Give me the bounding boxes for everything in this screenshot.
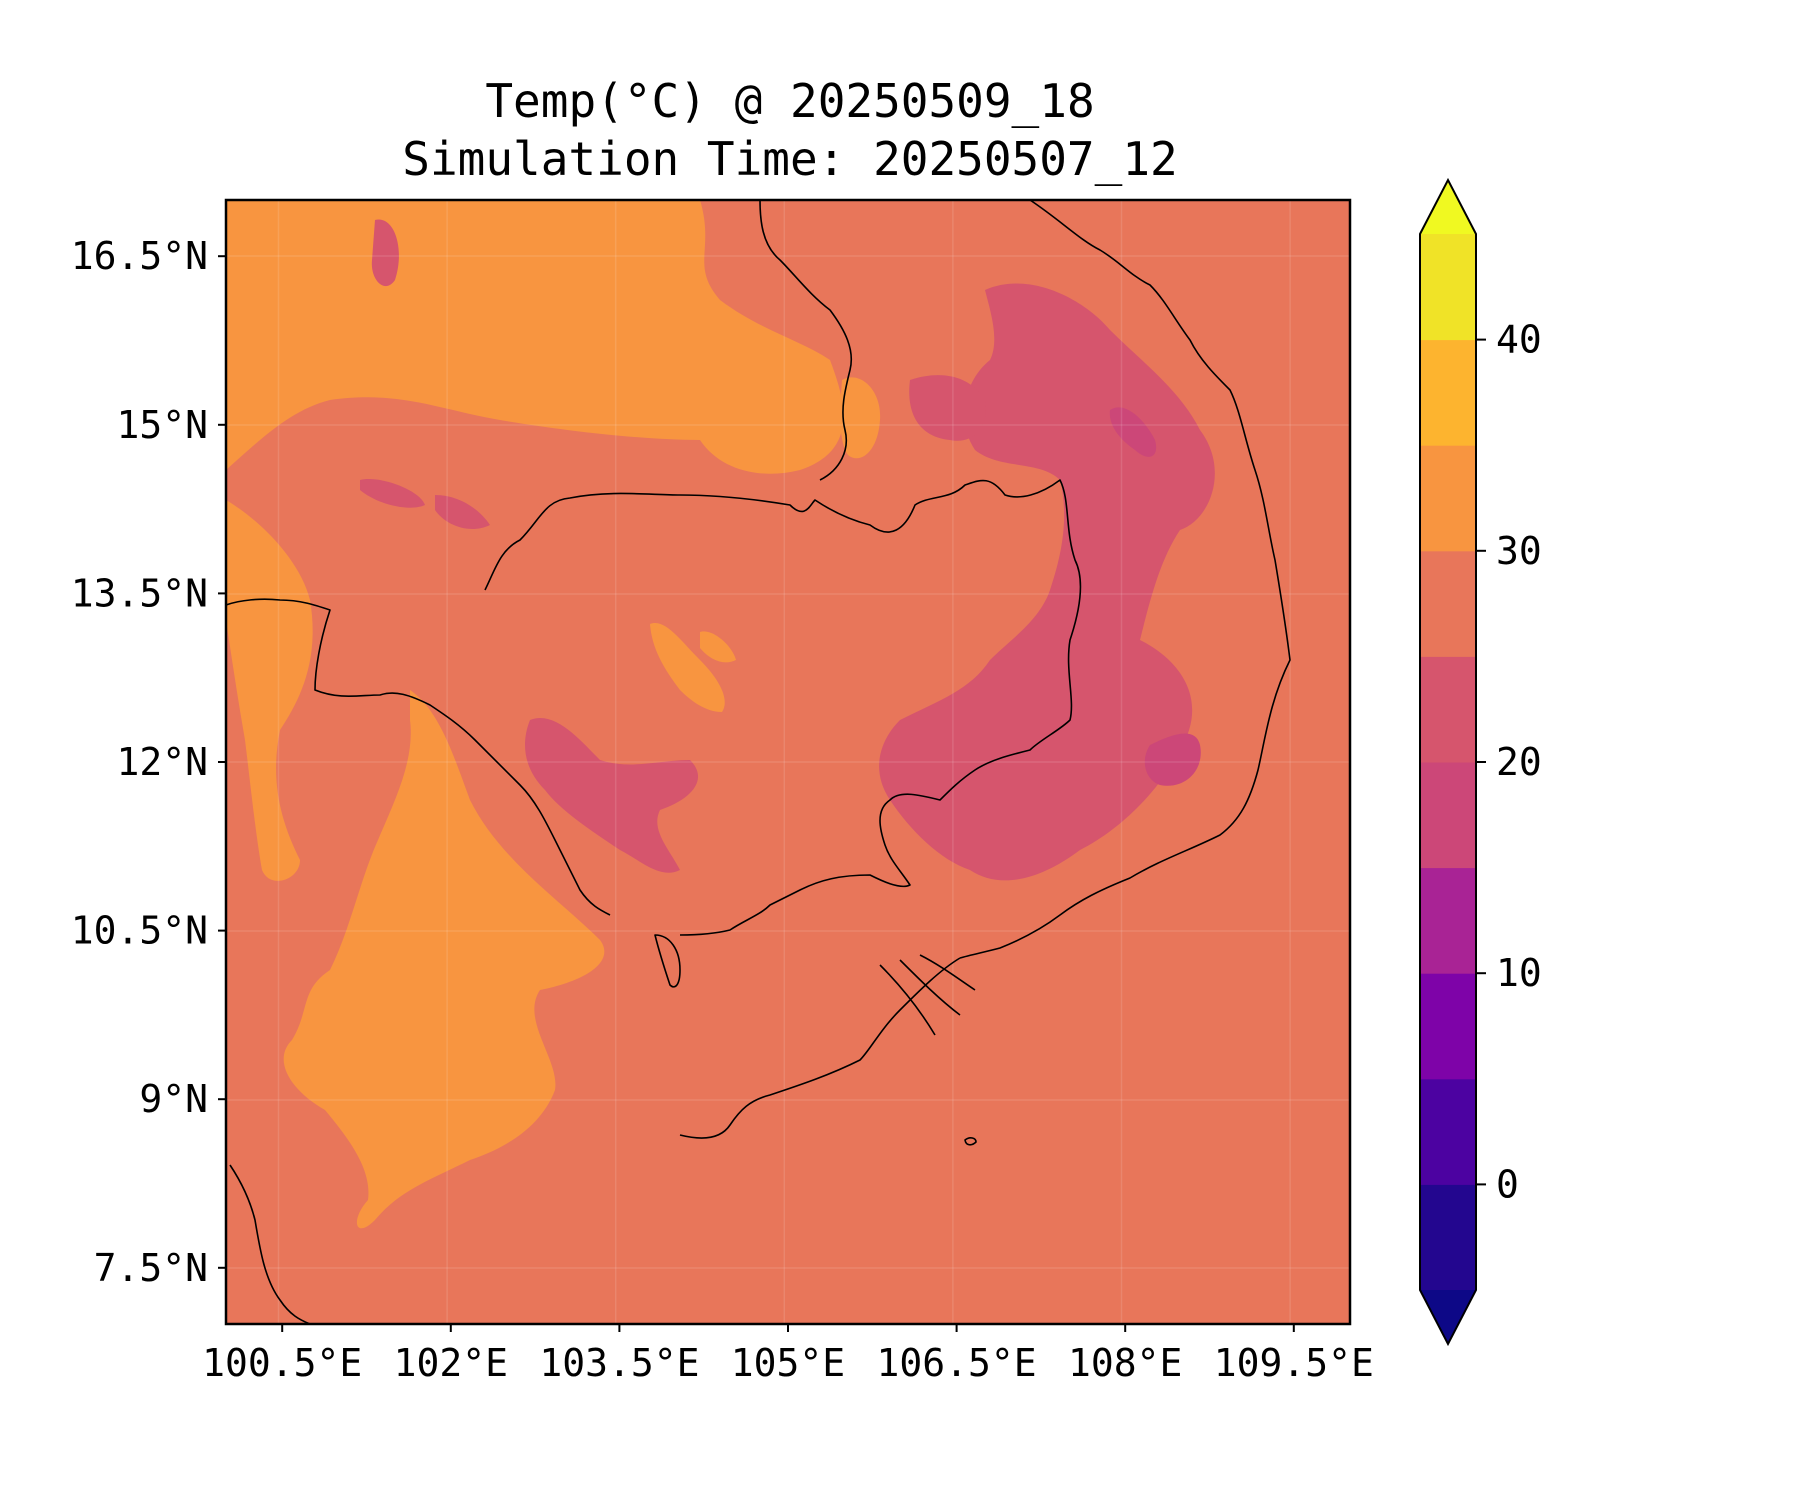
cool-region-far-west: [371, 219, 399, 287]
phu-quoc-island: [654, 934, 681, 988]
gulf-of-thailand-west-coast: [226, 598, 611, 916]
y-axis-ticks: 16.5°N 15°N 13.5°N 12°N 10.5°N 9°N 7.5°N: [71, 234, 226, 1290]
colorbar-tick-label: 0: [1496, 1162, 1519, 1206]
colorbar-segment: [1420, 1184, 1476, 1291]
vietnam-coastline: [959, 200, 1291, 959]
cambodia-border: [484, 479, 1082, 936]
warm-region-gulf: [283, 690, 605, 1229]
map-title: Temp(°C) @ 20250509_18: [485, 74, 1095, 128]
mekong-river-mouths: [879, 954, 976, 1036]
cool-region-west-strip: [360, 479, 425, 508]
colorbar-segment: [1420, 550, 1476, 657]
x-tick-label: 108°E: [1068, 1341, 1182, 1385]
warm-region-islet-1: [650, 622, 725, 712]
cool-region-east-small: [909, 375, 986, 441]
y-tick-label: 12°N: [116, 740, 208, 784]
x-axis-ticks: 100.5°E 102°E 103.5°E 105°E 106.5°E 108°E 109.…: [202, 1324, 1374, 1385]
warm-region-east-patch: [840, 377, 881, 459]
colorbar-segment: [1420, 656, 1476, 763]
y-tick-label: 15°N: [116, 403, 208, 447]
colorbar: 0 10 20 30 40: [1419, 177, 1542, 1347]
malay-peninsula-coast: [229, 1164, 311, 1324]
thailand-border-north: [759, 200, 853, 481]
colorbar-segment: [1420, 867, 1476, 974]
x-tick-label: 103.5°E: [539, 1341, 699, 1385]
y-tick-label: 16.5°N: [71, 234, 208, 278]
mekong-delta-coast: [679, 957, 961, 1139]
gridlines: [226, 200, 1350, 1324]
colorbar-extend-over: [1420, 180, 1476, 234]
x-tick-label: 106.5°E: [877, 1341, 1037, 1385]
cool-region-west-strip-2: [435, 495, 490, 530]
y-tick-label: 13.5°N: [71, 571, 208, 615]
colorbar-tick-label: 40: [1496, 318, 1542, 362]
cool-region-west-cambodia: [525, 718, 699, 873]
coastlines-and-borders: [226, 200, 1291, 1324]
colorbar-segment: [1420, 1078, 1476, 1185]
colorbar-segment: [1420, 339, 1476, 446]
map-subtitle: Simulation Time: 20250507_12: [402, 132, 1178, 186]
x-tick-label: 102°E: [394, 1341, 508, 1385]
warm-region-islet-2: [700, 631, 736, 663]
colorbar-segment: [1420, 445, 1476, 552]
cold-core-1: [1109, 407, 1157, 457]
x-tick-label: 105°E: [731, 1341, 845, 1385]
temperature-field: [226, 200, 1350, 1324]
colorbar-extend-under: [1420, 1290, 1476, 1344]
colorbar-segment: [1420, 973, 1476, 1080]
warm-region-northwest-strip: [226, 500, 313, 881]
y-tick-label: 10.5°N: [71, 909, 208, 953]
x-tick-label: 100.5°E: [202, 1341, 362, 1385]
y-tick-label: 7.5°N: [94, 1246, 208, 1290]
x-tick-label: 109.5°E: [1214, 1341, 1374, 1385]
y-tick-label: 9°N: [139, 1077, 208, 1121]
colorbar-segment: [1420, 234, 1476, 341]
con-dao-island: [964, 1137, 977, 1146]
colorbar-tick-label: 30: [1496, 529, 1542, 573]
cold-core-2: [1144, 733, 1201, 786]
colorbar-tick-label: 20: [1496, 740, 1542, 784]
colorbar-segment: [1420, 762, 1476, 869]
colorbar-outline: [1419, 177, 1477, 1347]
colorbar-tick-label: 10: [1496, 951, 1542, 995]
